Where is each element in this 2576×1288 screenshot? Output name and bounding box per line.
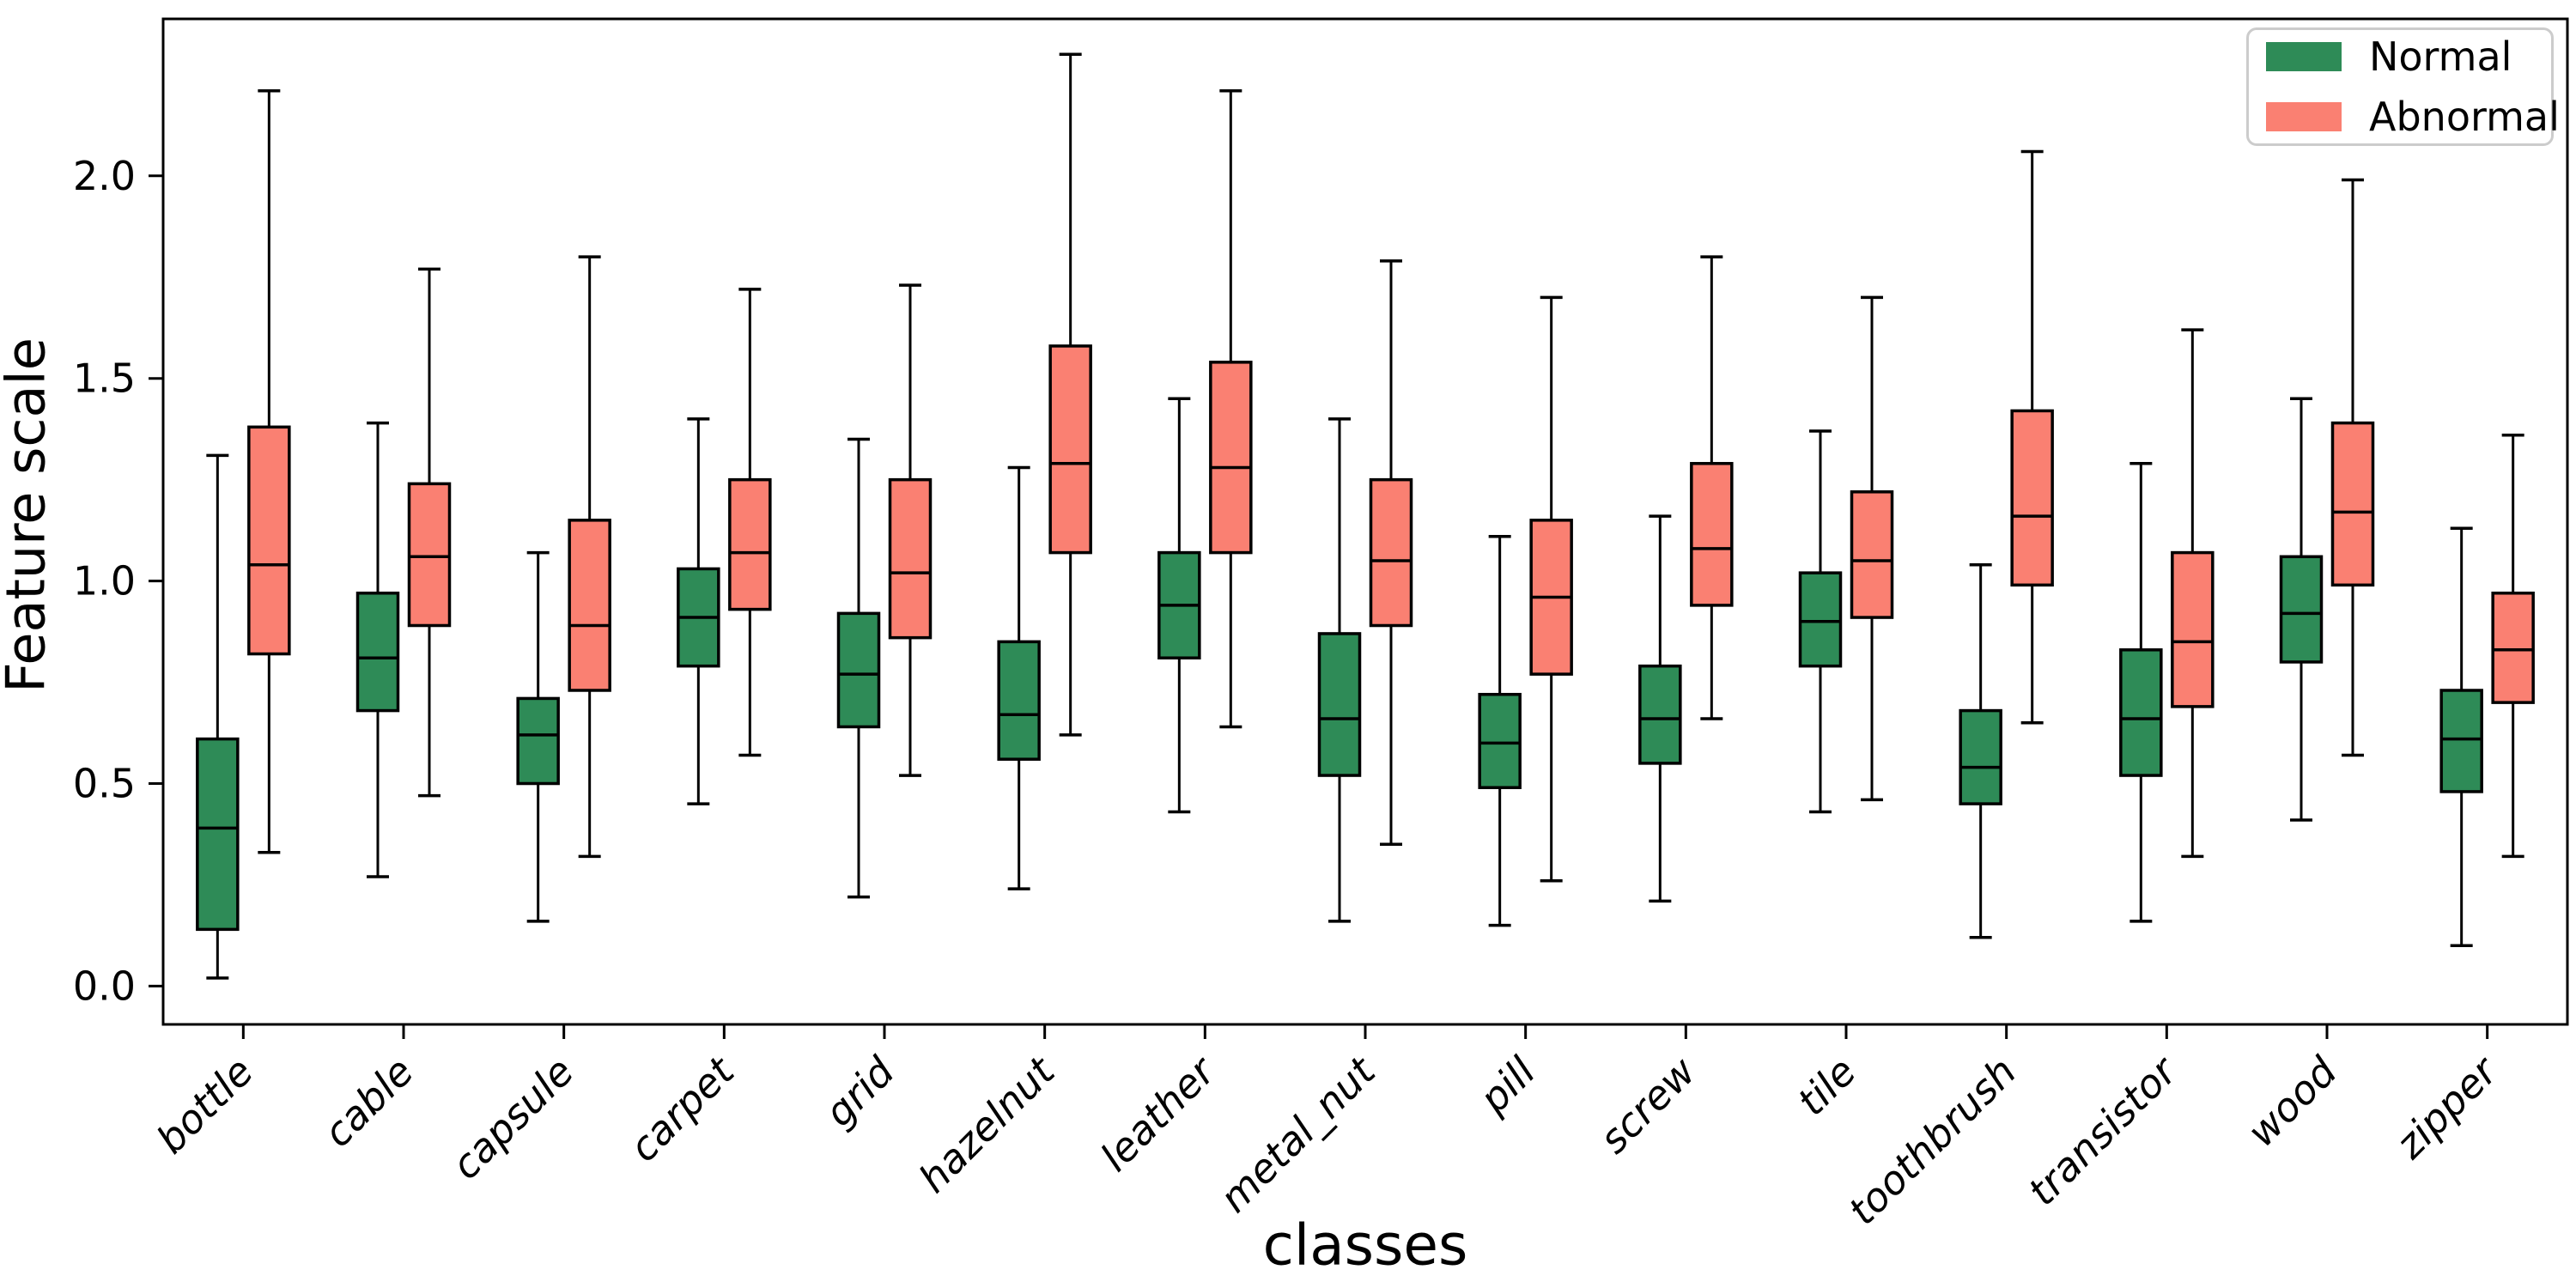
y-tick-label: 1.0 — [73, 558, 136, 605]
x-tick-label-capsule: capsule — [442, 1048, 582, 1188]
box-bottle-normal-iqr — [196, 737, 240, 932]
legend-swatch-normal-icon — [2266, 42, 2342, 71]
box-tile-normal-iqr — [1798, 571, 1843, 668]
box-transistor-normal-iqr — [2119, 648, 2163, 777]
x-tick-label-bottle: bottle — [148, 1048, 262, 1163]
box-cable-abnormal-iqr — [407, 482, 452, 628]
box-toothbrush-normal-iqr — [1959, 708, 2002, 805]
y-axis-title: Feature scale — [0, 337, 58, 693]
x-tick-label-leather: leather — [1091, 1046, 1225, 1180]
box-hazelnut-abnormal-iqr — [1048, 344, 1092, 555]
box-zipper-normal-iqr — [2439, 689, 2483, 793]
box-cable-normal-iqr — [355, 592, 400, 713]
box-grid-abnormal-iqr — [888, 477, 933, 640]
x-tick-label-toothbrush: toothbrush — [1839, 1048, 2025, 1234]
box-toothbrush-abnormal-iqr — [2010, 409, 2054, 587]
plot-border — [161, 17, 2569, 1026]
x-tick-label-zipper: zipper — [2386, 1046, 2508, 1168]
y-tick-label: 0.5 — [73, 761, 136, 807]
x-tick-label-cable: cable — [314, 1048, 422, 1157]
box-tile-abnormal-iqr — [1850, 490, 1894, 619]
legend-label-abnormal: Abnormal — [2369, 94, 2560, 140]
box-wood-abnormal-iqr — [2330, 421, 2375, 587]
x-tick-label-hazelnut: hazelnut — [910, 1047, 1065, 1201]
box-zipper-abnormal-iqr — [2491, 592, 2535, 704]
legend: Normal Abnormal — [2246, 27, 2560, 146]
x-tick-label-wood: wood — [2239, 1048, 2347, 1156]
x-axis-title: classes — [1262, 1212, 1468, 1279]
box-metal_nut-normal-iqr — [1317, 632, 1362, 777]
box-wood-normal-iqr — [2279, 555, 2324, 664]
legend-label-normal: Normal — [2369, 33, 2512, 80]
box-leather-abnormal-iqr — [1209, 361, 1253, 555]
x-tick-label-screw: screw — [1590, 1048, 1704, 1162]
legend-entry-abnormal: Abnormal — [2266, 94, 2560, 140]
x-tick-label-carpet: carpet — [620, 1047, 744, 1170]
y-tick-label: 2.0 — [73, 153, 136, 199]
x-tick-label-grid: grid — [816, 1048, 903, 1135]
box-hazelnut-normal-iqr — [997, 640, 1041, 761]
y-tick-label: 1.5 — [73, 355, 136, 402]
legend-swatch-abnormal-icon — [2266, 102, 2342, 131]
box-capsule-abnormal-iqr — [568, 519, 611, 692]
box-grid-normal-iqr — [836, 611, 881, 729]
box-transistor-abnormal-iqr — [2171, 550, 2215, 708]
x-tick-label-transistor: transistor — [2019, 1046, 2187, 1214]
box-screw-normal-iqr — [1638, 664, 1682, 765]
box-carpet-abnormal-iqr — [728, 477, 772, 611]
box-screw-abnormal-iqr — [1690, 462, 1734, 607]
x-tick-label-pill: pill — [1470, 1048, 1545, 1122]
x-tick-label-tile: tile — [1789, 1048, 1865, 1125]
x-tick-label-metal_nut: metal_nut — [1211, 1047, 1385, 1221]
y-tick-label: 0.0 — [73, 963, 136, 1009]
box-bottle-abnormal-iqr — [247, 425, 291, 656]
legend-entry-normal: Normal — [2266, 33, 2534, 80]
box-capsule-normal-iqr — [516, 696, 560, 786]
box-metal_nut-abnormal-iqr — [1369, 477, 1413, 628]
box-pill-normal-iqr — [1478, 692, 1522, 789]
